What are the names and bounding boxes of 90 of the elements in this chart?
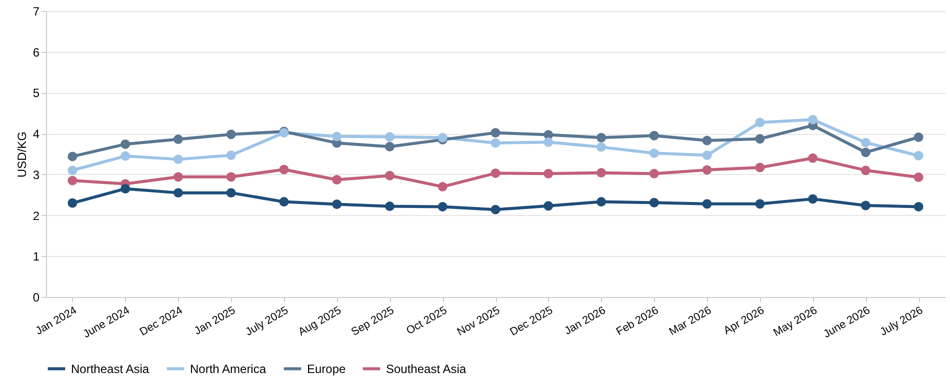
point — [438, 202, 448, 212]
y-tick-label: 5 — [32, 86, 40, 100]
point — [860, 148, 870, 158]
y-tick-label: 0 — [32, 290, 40, 304]
x-tick-label: Aug 2025 — [296, 304, 344, 338]
point — [702, 199, 712, 209]
point — [120, 184, 130, 194]
point — [702, 165, 712, 175]
point — [120, 139, 130, 149]
point — [702, 136, 712, 146]
x-tick-label: Apr 2026 — [722, 304, 766, 338]
y-tick-label: 1 — [32, 250, 40, 264]
y-tick-label: 3 — [32, 168, 40, 182]
point — [808, 194, 818, 204]
point — [544, 168, 554, 178]
point — [332, 175, 342, 184]
point — [120, 151, 130, 161]
point — [914, 150, 924, 160]
point — [596, 132, 606, 142]
x-tick-label: Mar 2026 — [667, 304, 714, 338]
point — [702, 150, 712, 160]
x-tick-label: Sep 2025 — [349, 304, 396, 338]
legend-label: Europe — [307, 362, 346, 376]
point — [596, 197, 606, 207]
point — [596, 168, 606, 178]
point — [68, 176, 78, 186]
x-tick-label: Dec 2025 — [508, 304, 555, 338]
y-axis-title: USD/KG — [14, 131, 29, 178]
point — [490, 204, 500, 214]
point — [173, 134, 183, 144]
point — [755, 118, 765, 128]
point — [68, 166, 78, 176]
point — [755, 134, 765, 144]
point — [68, 198, 78, 208]
x-tick-label: June 2024 — [81, 304, 132, 341]
x-tick-label: Feb 2026 — [614, 304, 661, 338]
point — [755, 162, 765, 172]
point — [755, 199, 765, 209]
point — [279, 164, 289, 174]
point — [490, 138, 500, 148]
legend-label: North America — [190, 362, 266, 376]
point — [914, 202, 924, 212]
y-tick-label: 4 — [32, 127, 40, 142]
x-tick-label: May 2026 — [771, 304, 820, 340]
point — [384, 132, 394, 142]
x-tick-label: Dec 2024 — [138, 304, 185, 338]
point — [279, 197, 289, 207]
point — [914, 132, 924, 142]
x-tick-label: July 2025 — [244, 304, 290, 338]
point — [332, 132, 342, 142]
point — [649, 198, 659, 208]
point — [173, 172, 183, 182]
point — [490, 168, 500, 178]
legend-label: Southeast Asia — [386, 362, 466, 376]
point — [384, 142, 394, 152]
point — [226, 150, 236, 160]
y-tick-label: 7 — [32, 4, 40, 18]
point — [226, 172, 236, 182]
point — [649, 148, 659, 158]
y-tick-label: 2 — [32, 208, 40, 223]
x-tick-label: July 2026 — [878, 304, 926, 338]
point — [860, 200, 870, 210]
point — [914, 172, 924, 182]
y-tick-label: 6 — [32, 45, 40, 60]
point — [332, 200, 342, 209]
x-tick-label: Jan 2026 — [562, 304, 608, 338]
point — [649, 130, 659, 140]
point — [490, 128, 500, 138]
point — [173, 154, 183, 164]
point — [544, 201, 554, 211]
point — [384, 202, 394, 212]
point — [384, 170, 394, 180]
x-tick-label: June 2026 — [822, 304, 872, 341]
point — [808, 114, 818, 124]
x-tick-label: Jan 2024 — [34, 304, 79, 338]
point — [438, 182, 448, 192]
x-tick-label: Oct 2025 — [404, 304, 450, 338]
point — [860, 138, 870, 148]
point — [860, 166, 870, 176]
point — [226, 188, 236, 198]
point — [544, 137, 554, 147]
point — [808, 153, 818, 163]
point — [68, 152, 78, 162]
point — [649, 168, 659, 178]
point — [173, 188, 183, 198]
x-tick-label: Nov 2025 — [455, 304, 502, 338]
point — [596, 142, 606, 152]
x-tick-label: Jan 2025 — [192, 304, 238, 338]
legend-label: Northeast Asia — [71, 362, 150, 376]
point — [226, 130, 236, 140]
